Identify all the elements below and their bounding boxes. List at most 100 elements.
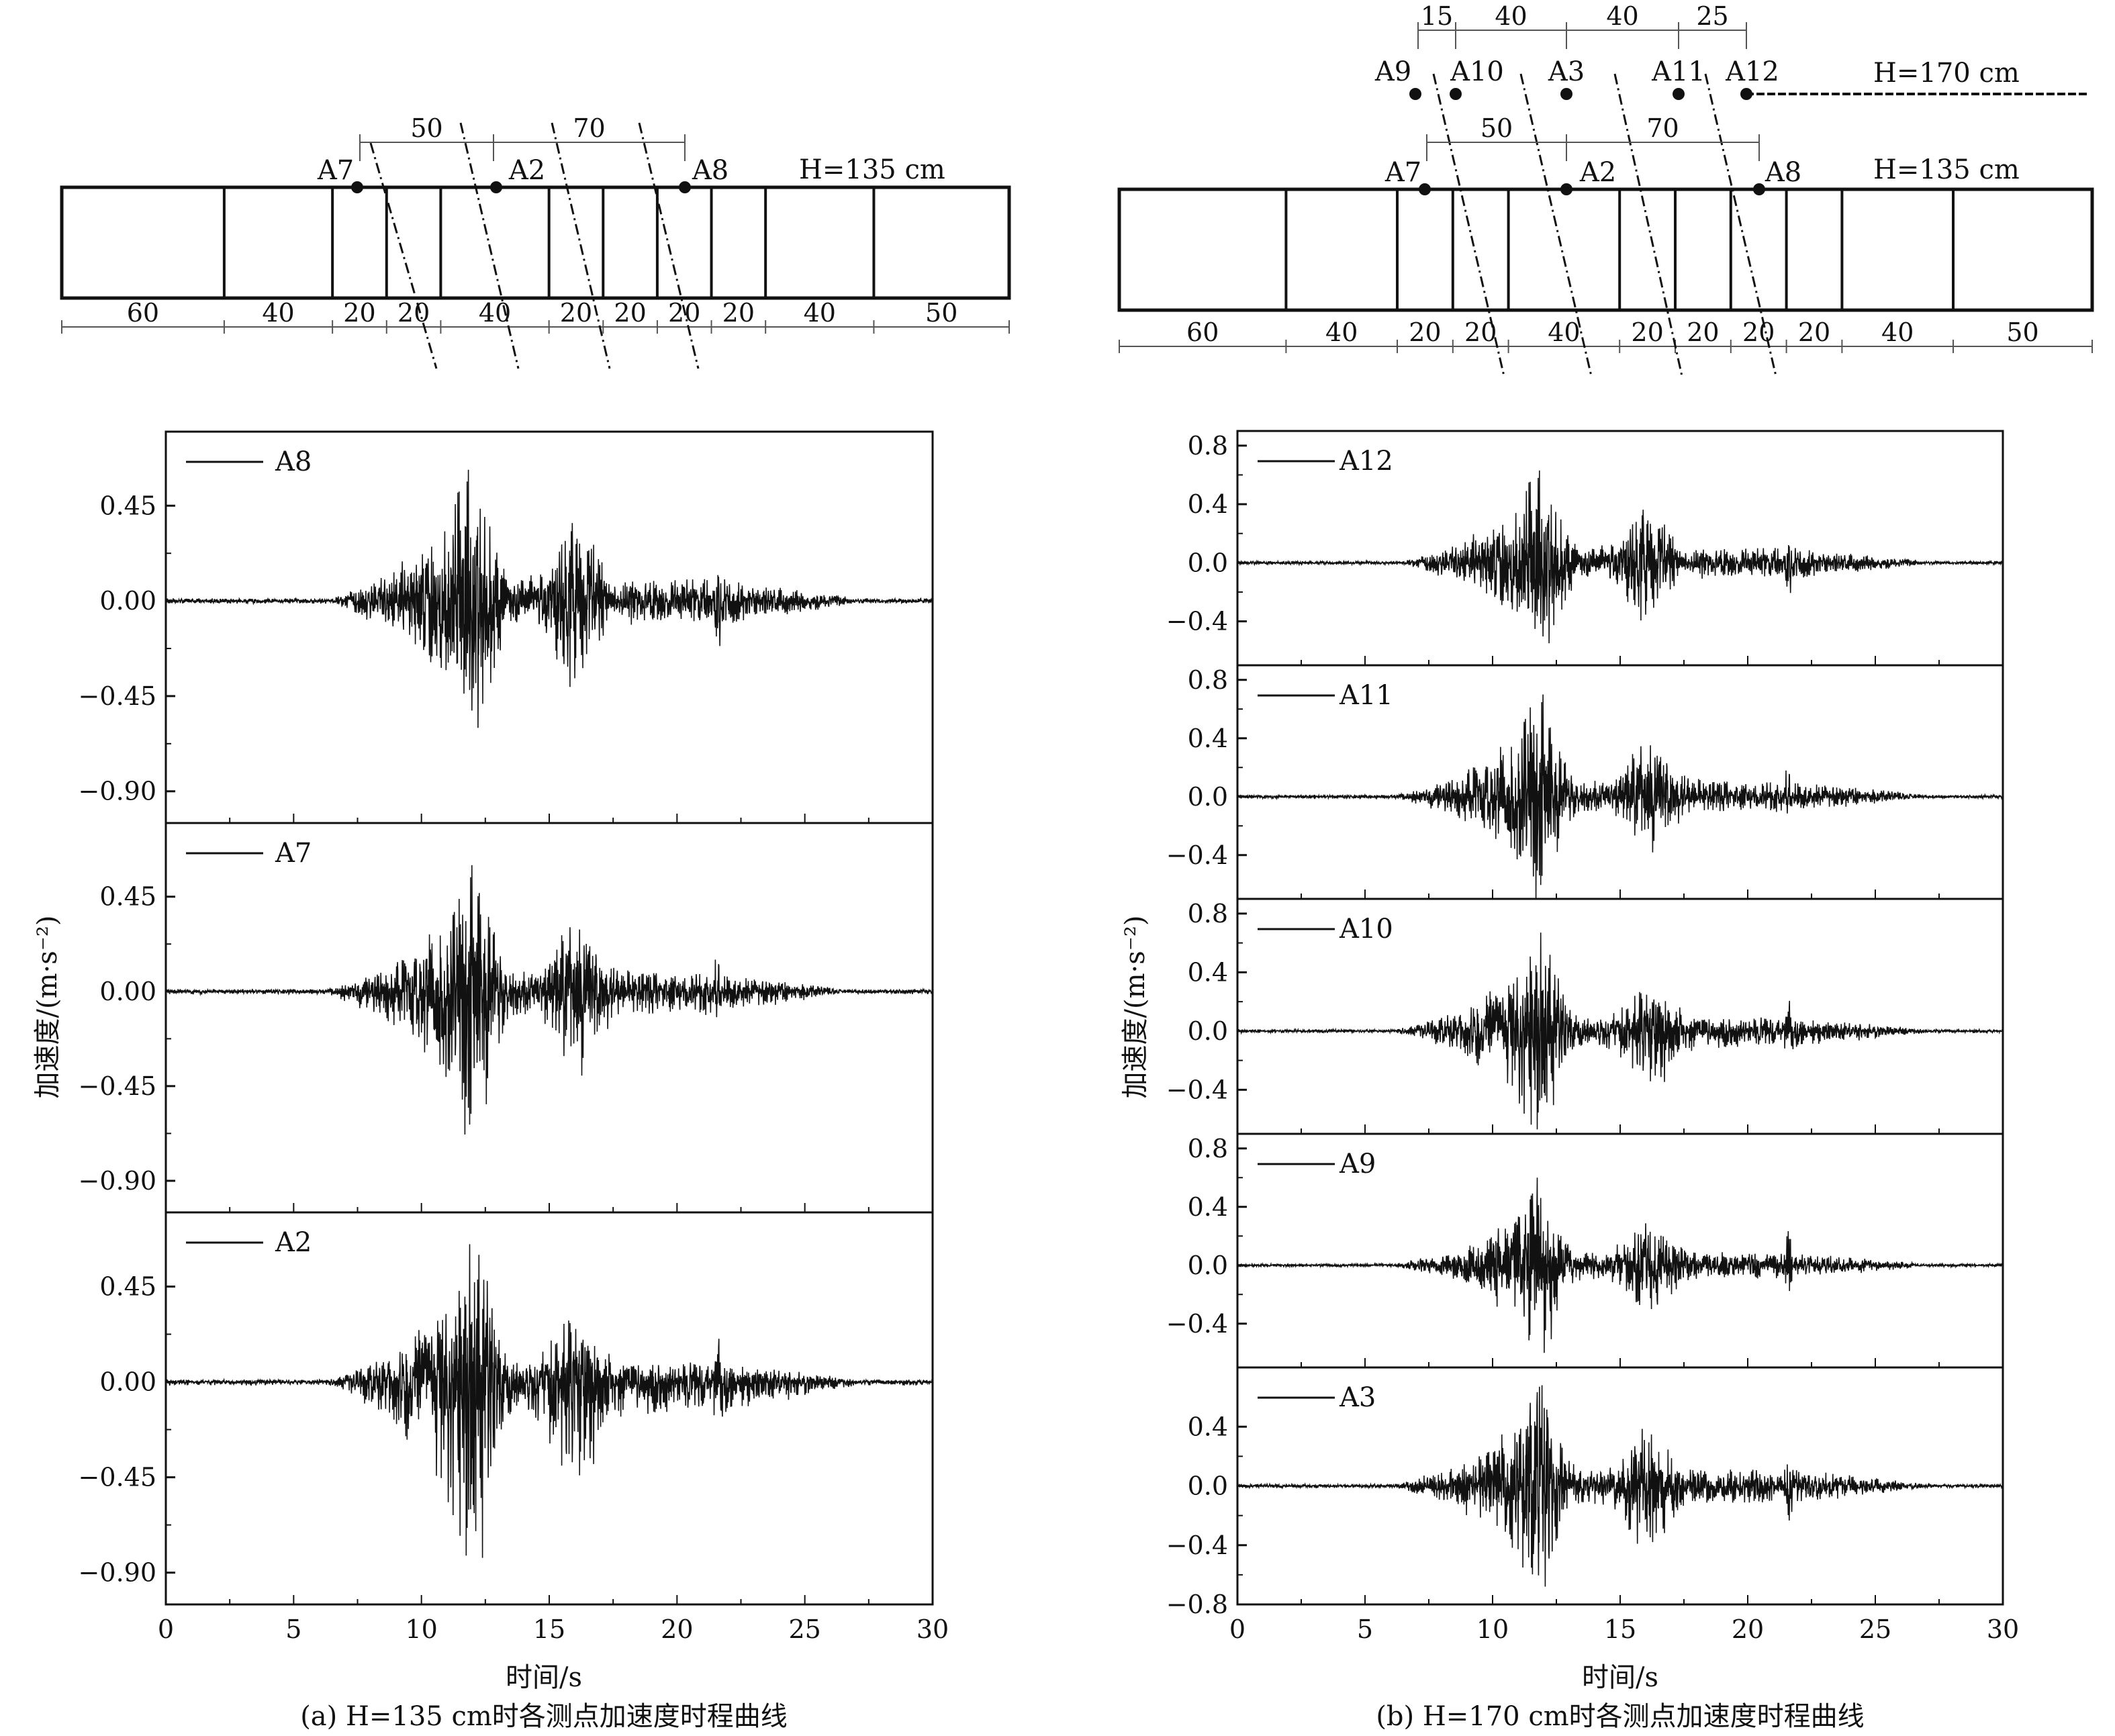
dimension-label: 20 xyxy=(1631,318,1663,347)
dimension-label: 20 xyxy=(343,298,375,328)
y-tick-label: 0.4 xyxy=(1188,1412,1228,1441)
y-tick-label: 0.00 xyxy=(99,977,156,1006)
slant-dashdot-line xyxy=(551,122,611,369)
x-tick-label: 20 xyxy=(1732,1614,1764,1644)
x-tick-label: 0 xyxy=(1229,1614,1246,1644)
x-tick-label: 10 xyxy=(1476,1614,1509,1644)
y-tick-label: 0.00 xyxy=(99,1367,156,1397)
y-tick-label: −0.45 xyxy=(79,1463,156,1492)
x-tick-label: 0 xyxy=(158,1614,174,1644)
dimension-label: 40 xyxy=(1548,318,1580,347)
dimension-label: 20 xyxy=(1687,318,1719,347)
y-tick-label: 0.8 xyxy=(1188,1134,1228,1163)
x-tick-label: 25 xyxy=(788,1614,820,1644)
y-tick-label: 0.0 xyxy=(1188,1016,1228,1046)
y-tick-label: 0.4 xyxy=(1188,724,1228,753)
slant-dashdot-line xyxy=(369,142,438,369)
beam-outline xyxy=(1117,187,2094,312)
y-tick-label: −0.8 xyxy=(1166,1590,1228,1619)
measurement-point xyxy=(1409,88,1421,100)
legend-label: A10 xyxy=(1339,914,1393,945)
dimension-label: 20 xyxy=(1798,318,1830,347)
panel-a-plots: 0.45 0.00 −0.45 −0.90 A8 0.45 0.00 −0.45 −0.90 A7… xyxy=(79,430,949,1644)
measurement-point xyxy=(351,181,363,193)
measurement-point xyxy=(1450,88,1462,100)
y-tick-label: 0.4 xyxy=(1188,1192,1228,1222)
subplot-A3: 0.4 0.0 −0.4 −0.8 A3 xyxy=(1166,1366,2004,1619)
point-label: A7 xyxy=(317,155,354,186)
measurement-point xyxy=(1419,183,1431,195)
legend-label: A2 xyxy=(275,1227,312,1258)
x-tick-label: 15 xyxy=(1604,1614,1636,1644)
dimension-label: 60 xyxy=(1186,318,1219,347)
x-tick-label: 10 xyxy=(405,1614,437,1644)
series-line-A12 xyxy=(1237,470,2004,644)
measurement-point xyxy=(490,181,502,193)
y-tick-label: −0.4 xyxy=(1166,840,1228,870)
y-tick-label: −0.4 xyxy=(1166,1309,1228,1339)
slant-dashdot-line xyxy=(1613,73,1683,377)
y-axis-label-a: 加速度/(m·s⁻²) xyxy=(32,915,63,1098)
x-tick-label: 30 xyxy=(1987,1614,2019,1644)
point-label: A12 xyxy=(1725,56,1779,87)
y-tick-label: 0.0 xyxy=(1188,1472,1228,1501)
subplot-A12: 0.8 0.4 0.0 −0.4 A12 xyxy=(1166,430,2004,667)
height-label: H=135 cm xyxy=(1873,154,2020,185)
legend-label: A8 xyxy=(275,446,312,477)
dimension-label: 50 xyxy=(2006,318,2038,347)
legend-label: A7 xyxy=(275,838,312,869)
slant-dashdot-line xyxy=(1704,73,1777,377)
point-label: A10 xyxy=(1450,56,1504,87)
slant-dashdot-line xyxy=(459,122,520,369)
y-axis-label-b: 加速度/(m·s⁻²) xyxy=(1120,915,1151,1098)
measurement-point xyxy=(1740,88,1752,100)
subplot-A8: 0.45 0.00 −0.45 −0.90 A8 xyxy=(79,430,934,824)
y-tick-label: −0.45 xyxy=(79,681,156,711)
dimension-label: 20 xyxy=(1409,318,1441,347)
y-tick-label: −0.90 xyxy=(79,777,156,806)
caption-b: (b) H=170 cm时各测点加速度时程曲线 xyxy=(1376,1701,1864,1732)
y-tick-label: 0.0 xyxy=(1188,782,1228,812)
slant-lines xyxy=(1432,73,1777,377)
measurement-point xyxy=(679,181,691,193)
upper-dimension-label: 25 xyxy=(1696,1,1728,31)
subplot-A9: 0.8 0.4 0.0 −0.4 A9 xyxy=(1166,1132,2004,1369)
x-axis-label-b: 时间/s xyxy=(1582,1662,1658,1693)
measurement-point xyxy=(1560,88,1572,100)
legend-label: A9 xyxy=(1339,1149,1376,1179)
schematic-b: 60 40 20 20 40 20 20 20 20 40 50 50 70 15 40 40 25 H=1… xyxy=(1117,1,2094,377)
y-tick-label: 0.45 xyxy=(99,491,156,520)
top-dimension-line: 50 70 xyxy=(359,113,686,161)
y-tick-label: 0.45 xyxy=(99,1271,156,1301)
y-tick-label: 0.8 xyxy=(1188,899,1228,928)
top-dimension-label: 70 xyxy=(573,113,605,143)
measurement-point xyxy=(1753,183,1765,195)
y-tick-label: −0.90 xyxy=(79,1166,156,1196)
height-label-upper: H=170 cm xyxy=(1873,58,2020,89)
dimension-label: 40 xyxy=(1325,318,1358,347)
x-tick-label: 5 xyxy=(285,1614,301,1644)
point-label: A2 xyxy=(1579,157,1616,188)
upper-dimension-label: 40 xyxy=(1606,1,1638,31)
beam-dividers xyxy=(1284,189,1955,310)
dimension-label: 50 xyxy=(925,298,957,328)
x-tick-label: 20 xyxy=(661,1614,693,1644)
y-tick-label: 0.0 xyxy=(1188,548,1228,577)
dimension-label: 40 xyxy=(262,298,294,328)
top-dimension-label: 50 xyxy=(410,113,442,143)
x-tick-label: 30 xyxy=(916,1614,949,1644)
slant-lines xyxy=(369,122,700,369)
y-tick-label: 0.0 xyxy=(1188,1251,1228,1280)
subplot-A2: 0.45 0.00 −0.45 −0.90 A2 xyxy=(79,1211,934,1606)
point-label: A7 xyxy=(1384,157,1421,188)
subplot-A7: 0.45 0.00 −0.45 −0.90 A7 xyxy=(79,822,934,1214)
y-tick-label: −0.4 xyxy=(1166,1075,1228,1104)
point-label: A9 xyxy=(1374,56,1411,87)
dimension-label: 60 xyxy=(127,298,159,328)
y-tick-label: 0.00 xyxy=(99,586,156,616)
x-axis-label-a: 时间/s xyxy=(506,1662,582,1693)
measurement-point xyxy=(1673,88,1685,100)
slant-dashdot-line xyxy=(1519,73,1593,377)
